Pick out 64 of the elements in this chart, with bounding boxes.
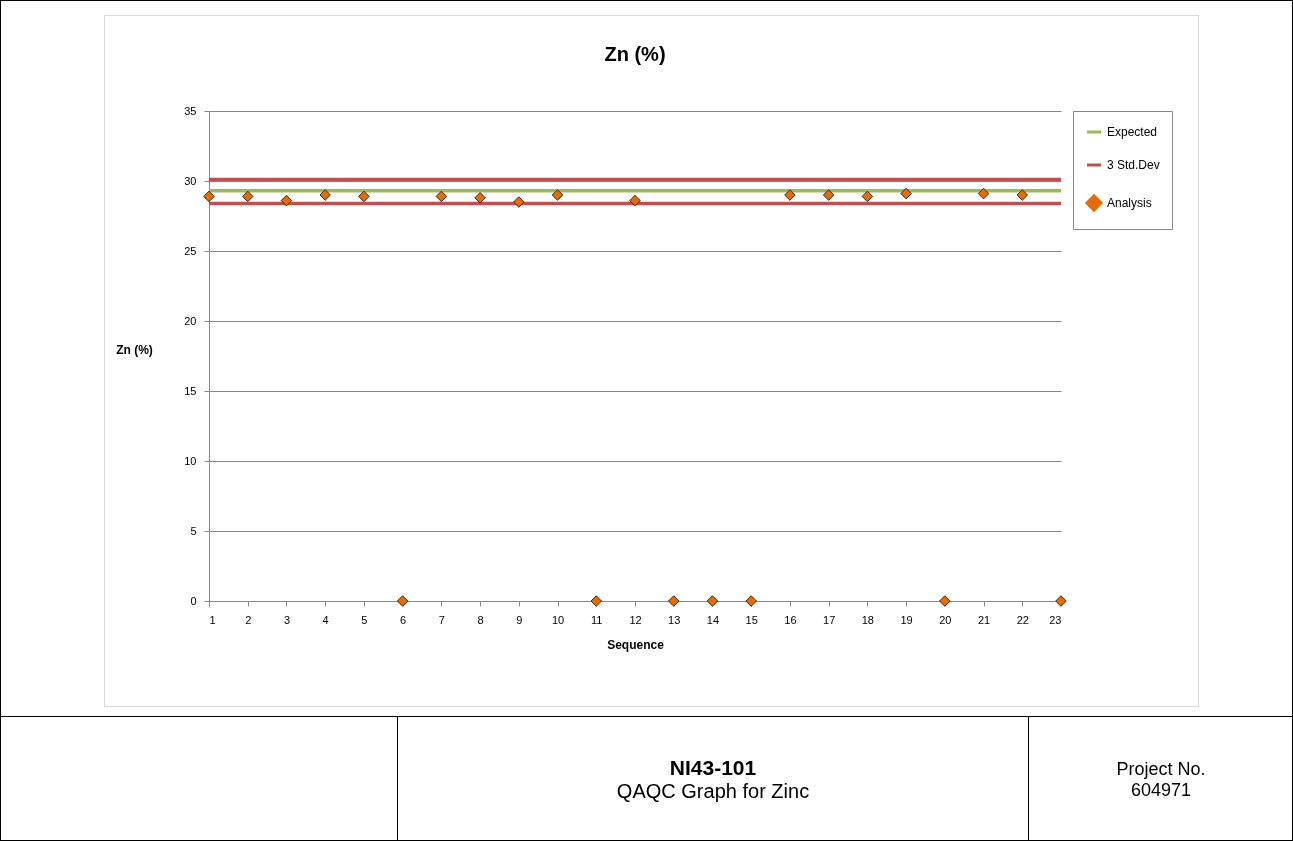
point — [1055, 595, 1067, 607]
x-tick-label: 22 — [1016, 613, 1029, 626]
legend-label: 3 Std.Dev — [1107, 158, 1160, 172]
y-tick-label: 35 — [184, 104, 197, 117]
point — [280, 194, 293, 207]
x-tick-label: 14 — [706, 613, 720, 626]
point — [203, 190, 215, 203]
x-tick-label: 3 — [283, 613, 291, 626]
x-tick-label: 18 — [861, 613, 874, 626]
point — [396, 595, 409, 607]
point — [977, 187, 990, 200]
text: Project No. — [1116, 758, 1206, 780]
x-tick-label: 7 — [438, 613, 445, 626]
point — [667, 595, 680, 607]
x-tick-label: 15 — [745, 613, 758, 626]
y-tick-label: 20 — [184, 314, 197, 327]
x-tick-label: 19 — [900, 613, 913, 626]
point — [939, 595, 951, 607]
point — [900, 187, 912, 200]
y-tick-label: 5 — [190, 524, 197, 537]
text: 604971 — [1130, 779, 1192, 801]
y-tick-label: 0 — [190, 594, 197, 607]
point — [319, 189, 331, 201]
y-axis-title: Zn (%) — [116, 342, 153, 357]
x-tick-label: 20 — [939, 613, 952, 626]
x-tick-label: 11 — [591, 613, 603, 626]
point — [784, 189, 796, 201]
text: NI43-101 — [669, 756, 757, 780]
y-tick-label: 30 — [184, 174, 197, 187]
x-tick-label: 6 — [400, 613, 407, 626]
legend-label: Expected — [1107, 125, 1158, 139]
point — [474, 192, 486, 204]
point — [551, 189, 564, 201]
legend-label: Analysis — [1107, 196, 1152, 210]
x-axis-title: Sequence — [607, 637, 665, 652]
point — [861, 190, 874, 203]
x-tick-label: 17 — [823, 613, 836, 626]
point — [706, 595, 719, 607]
x-tick-label: 2 — [245, 613, 252, 626]
x-tick-label: 1 — [209, 613, 216, 626]
x-tick-label: 21 — [977, 613, 991, 626]
point — [1016, 189, 1029, 201]
chart-title: Zn (%) — [604, 43, 666, 65]
x-tick-label: 16 — [784, 613, 797, 626]
y-tick-label: 15 — [184, 384, 197, 397]
y-tick-label: 10 — [184, 454, 197, 467]
x-tick-label: 12 — [629, 613, 642, 626]
point — [241, 190, 254, 203]
point — [358, 190, 370, 203]
y-tick-label: 25 — [184, 244, 197, 257]
point — [435, 190, 448, 203]
point — [745, 595, 757, 607]
point — [629, 194, 641, 207]
x-tick-label: 9 — [516, 613, 523, 626]
x-tick-label: 23 — [1049, 613, 1062, 626]
x-tick-label: 5 — [361, 613, 368, 626]
text: QAQC Graph for Zinc — [616, 780, 810, 803]
x-tick-label: 8 — [477, 613, 484, 626]
x-tick-label: 4 — [322, 613, 329, 626]
x-tick-label: 13 — [668, 613, 681, 626]
point — [822, 189, 835, 201]
point — [590, 595, 603, 607]
point — [513, 196, 525, 208]
x-tick-label: 10 — [551, 613, 565, 626]
